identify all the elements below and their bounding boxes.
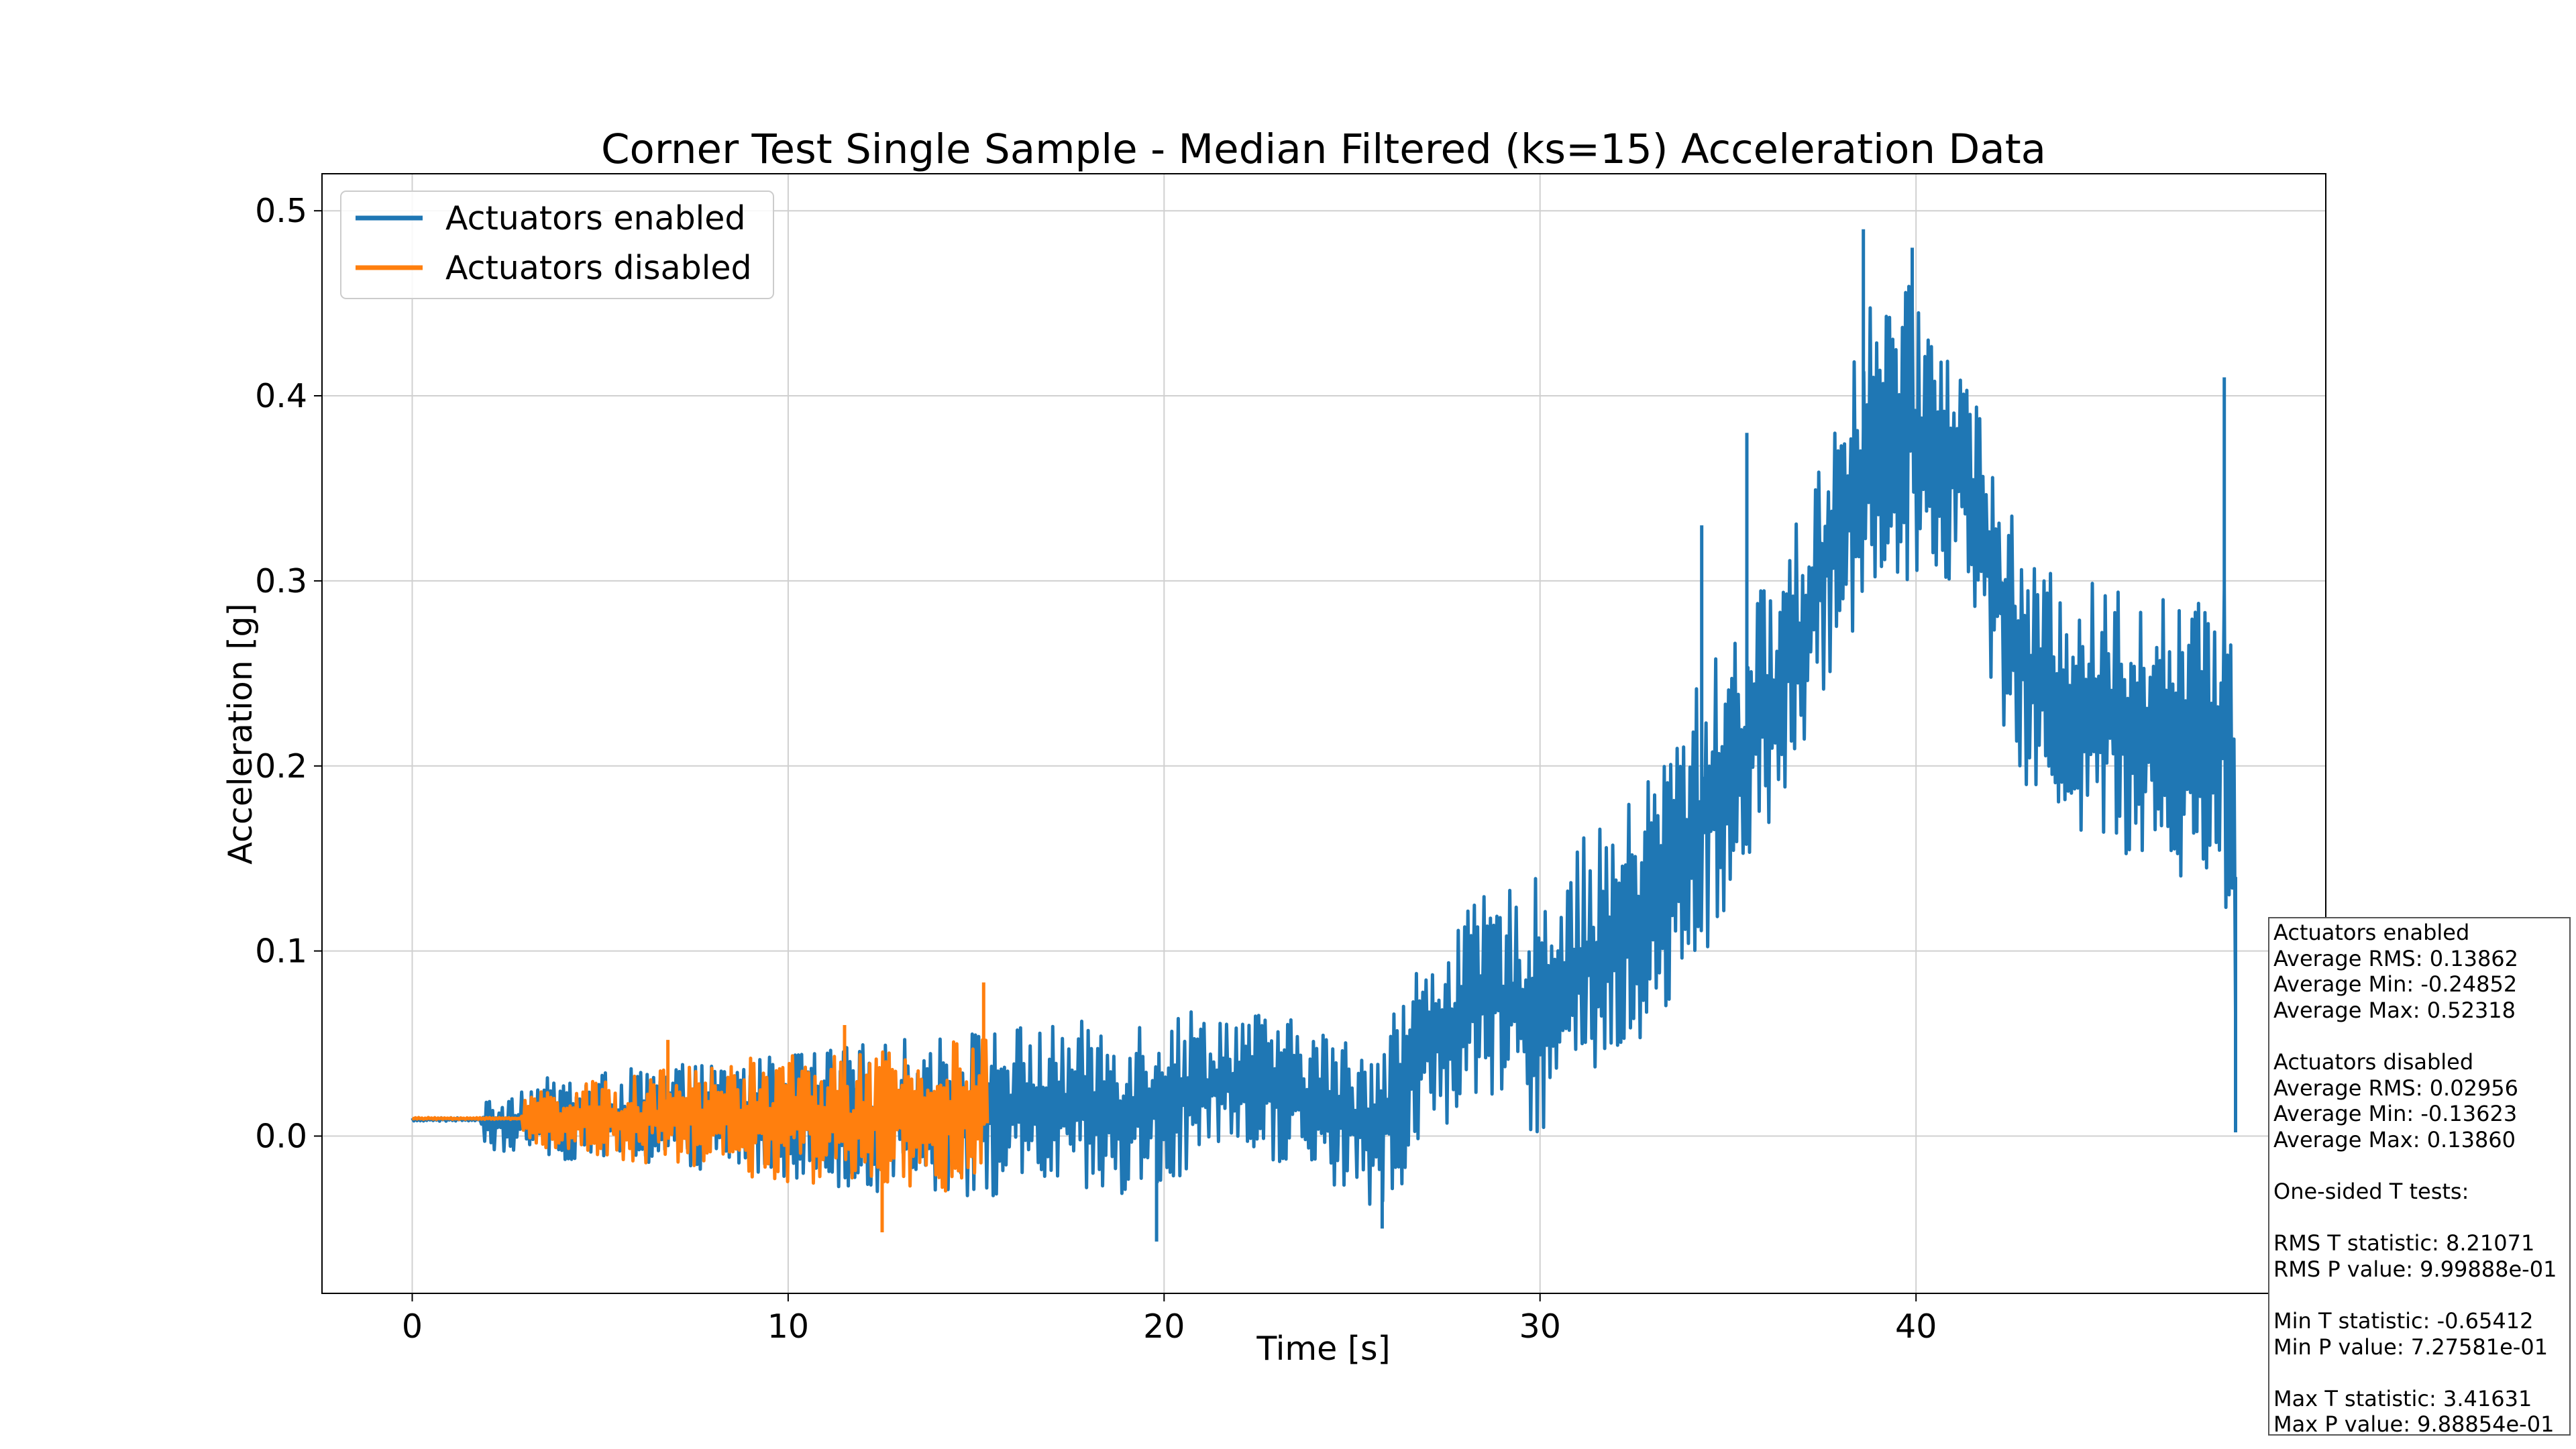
stats-line: Average Min: -0.13623 bbox=[2273, 1101, 2518, 1127]
legend-label: Actuators disabled bbox=[445, 249, 752, 287]
chart-title: Corner Test Single Sample - Median Filte… bbox=[601, 125, 2046, 173]
stats-line bbox=[2273, 1282, 2569, 1308]
plot-frame bbox=[321, 173, 2326, 1294]
stats-line: Max P value: 9.88854e-01 bbox=[2273, 1411, 2555, 1436]
axis-ticks: 0 10 20 30 40 0.0 0.1 0.2 0.3 0.4 0.5 bbox=[255, 192, 1937, 1346]
stats-line: Average RMS: 0.13862 bbox=[2273, 945, 2519, 971]
statistics-box: Actuators enabled Average RMS: 0.13862 Ave… bbox=[2268, 917, 2571, 1436]
stats-line bbox=[2273, 1205, 2569, 1231]
x-axis-label: Time [s] bbox=[1256, 1330, 1390, 1368]
y-tick-label: 0.3 bbox=[255, 562, 307, 600]
stats-line bbox=[2273, 1023, 2569, 1049]
stats-line: Max T statistic: 3.41631 bbox=[2273, 1385, 2532, 1411]
stats-line: RMS T statistic: 8.21071 bbox=[2273, 1230, 2535, 1256]
x-tick-label: 0 bbox=[402, 1307, 423, 1346]
y-tick-label: 0.4 bbox=[255, 377, 307, 415]
x-tick-label: 40 bbox=[1895, 1307, 1937, 1346]
stats-line: Average Max: 0.13860 bbox=[2273, 1126, 2516, 1152]
stats-line: Min T statistic: -0.65412 bbox=[2273, 1307, 2534, 1334]
stats-line: One-sided T tests: bbox=[2273, 1178, 2469, 1204]
x-tick-label: 20 bbox=[1143, 1307, 1185, 1346]
stats-line: RMS P value: 9.99888e-01 bbox=[2273, 1256, 2557, 1282]
stats-line: Actuators enabled bbox=[2273, 920, 2470, 945]
legend: Actuators enabled Actuators disabled bbox=[340, 191, 774, 299]
plot-lines bbox=[411, 229, 2237, 1242]
legend-label: Actuators enabled bbox=[445, 199, 746, 237]
y-tick-label: 0.5 bbox=[255, 192, 307, 230]
series-line bbox=[411, 982, 989, 1232]
stats-line: Average RMS: 0.02956 bbox=[2273, 1075, 2519, 1101]
x-tick-label: 10 bbox=[767, 1307, 809, 1346]
stats-line: Actuators disabled bbox=[2273, 1049, 2474, 1075]
y-tick-label: 0.2 bbox=[255, 747, 307, 786]
x-tick-label: 30 bbox=[1519, 1307, 1561, 1346]
y-tick-label: 0.0 bbox=[255, 1118, 307, 1156]
y-axis-label: Acceleration [g] bbox=[221, 603, 260, 864]
legend-frame bbox=[340, 191, 774, 299]
stats-line: Average Max: 0.52318 bbox=[2273, 997, 2516, 1023]
y-tick-label: 0.1 bbox=[255, 932, 307, 971]
stats-line: Average Min: -0.24852 bbox=[2273, 971, 2518, 998]
stats-line bbox=[2273, 1152, 2569, 1179]
stats-line: Min P value: 7.27581e-01 bbox=[2273, 1334, 2548, 1360]
series-line bbox=[411, 229, 2237, 1242]
stats-line bbox=[2273, 1360, 2569, 1386]
